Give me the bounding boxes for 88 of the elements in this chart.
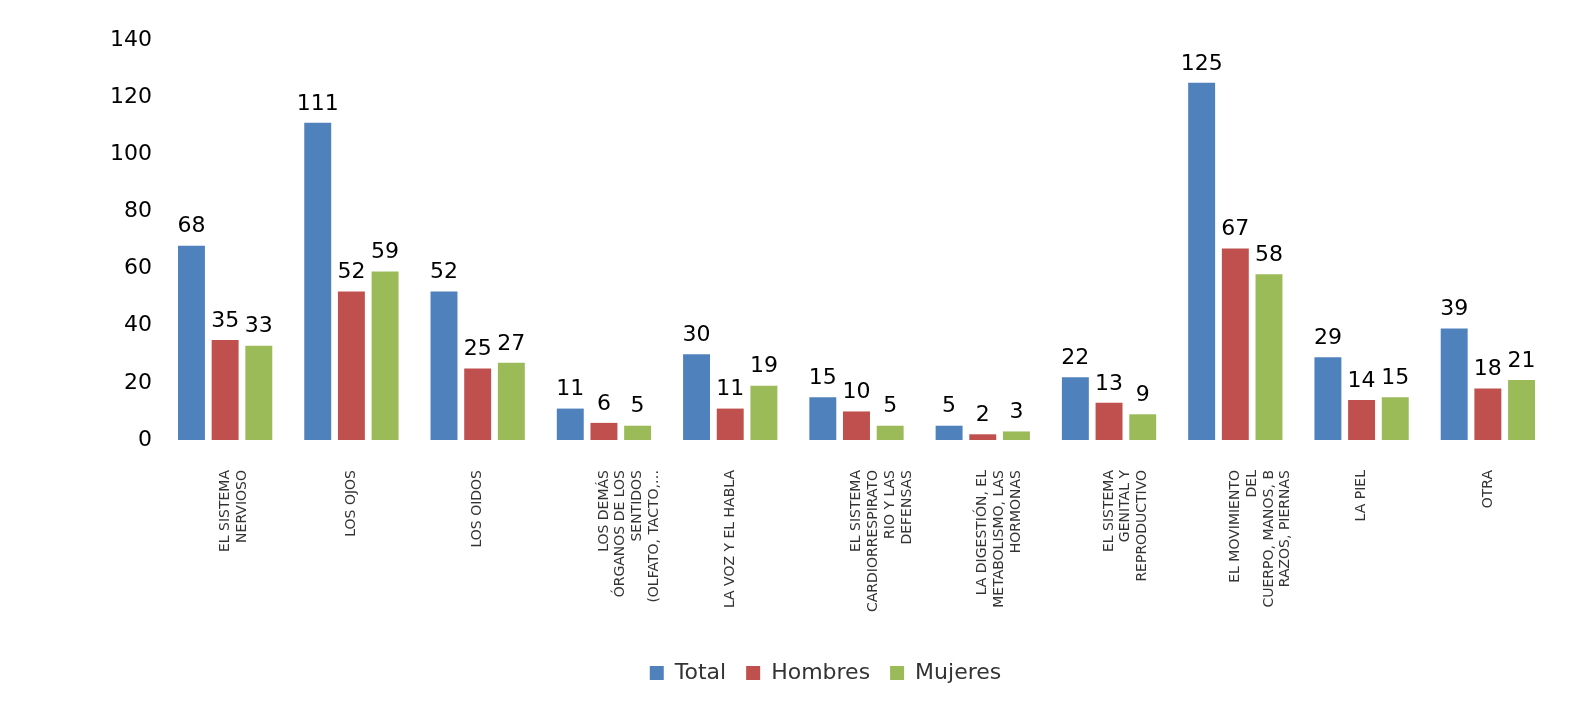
bar [1221, 248, 1249, 441]
y-tick-label: 120 [109, 82, 152, 108]
data-label: 5 [942, 392, 957, 418]
bar [1061, 377, 1089, 441]
legend-label: Total [673, 658, 727, 684]
data-label: 15 [808, 363, 837, 389]
y-tick-label: 100 [109, 140, 152, 166]
bar [969, 434, 997, 441]
y-tick-label: 40 [123, 311, 152, 337]
data-label: 19 [749, 352, 778, 378]
bar [1381, 397, 1409, 441]
data-label: 21 [1507, 346, 1536, 372]
bar [590, 422, 618, 441]
bar [1348, 400, 1376, 441]
data-label: 11 [556, 375, 585, 401]
bar [843, 411, 870, 441]
bar [1188, 82, 1216, 441]
data-label: 14 [1347, 366, 1376, 392]
data-label: 5 [883, 392, 898, 418]
bar [876, 425, 904, 441]
y-tick-label: 80 [123, 197, 152, 223]
data-label: 39 [1440, 295, 1469, 321]
bar [1002, 431, 1030, 441]
bar [1508, 380, 1536, 441]
data-label: 59 [371, 238, 400, 264]
legend-label: Mujeres [915, 658, 1002, 684]
data-label: 22 [1061, 343, 1090, 369]
bar [497, 362, 525, 441]
data-label: 67 [1221, 215, 1250, 241]
data-label: 52 [430, 258, 458, 284]
data-label: 2 [975, 401, 990, 427]
data-label: 30 [682, 321, 711, 347]
bar [371, 271, 399, 441]
bar [430, 291, 458, 441]
y-tick-label: 0 [137, 425, 152, 451]
data-label: 68 [177, 212, 206, 238]
data-label: 58 [1254, 241, 1283, 267]
bar [177, 245, 205, 441]
x-tick-label: EL SISTEMA CARDIORRESPIRATO RIO Y LAS DEFENSAS [847, 469, 914, 613]
bar [935, 425, 963, 441]
bar [1129, 414, 1157, 441]
x-tick-label: LOS OIDOS [468, 469, 485, 548]
bar [245, 345, 273, 441]
bar [337, 291, 365, 441]
x-tick-label: LA VOZ Y EL HABLA [720, 469, 737, 609]
bar [683, 354, 711, 441]
data-label: 18 [1473, 355, 1502, 381]
data-label: 35 [211, 306, 240, 332]
bar [464, 368, 492, 441]
y-tick-label: 60 [123, 254, 152, 280]
data-label: 13 [1095, 369, 1124, 395]
legend-label: Hombres [771, 658, 871, 684]
data-label: 25 [463, 335, 492, 361]
data-label: 6 [596, 389, 611, 415]
x-tick-label: EL SISTEMA GENITAL Y REPRODUCTIVO [1099, 469, 1150, 582]
data-label: 27 [497, 329, 526, 355]
bar [1255, 274, 1283, 441]
x-tick-label: OTRA [1478, 469, 1495, 509]
data-label: 29 [1313, 323, 1342, 349]
bar [556, 408, 584, 441]
bar [624, 425, 652, 441]
data-label: 10 [842, 378, 871, 404]
data-label: 33 [244, 312, 273, 338]
bar [1095, 402, 1123, 441]
data-label: 125 [1180, 49, 1223, 75]
x-tick-label: LA DIGESTIÓN, EL METABOLISMO, LAS HORMONAS [972, 469, 1024, 608]
x-tick-label: EL MOVIMIENTO DEL CUERPO, MANOS, B RAZOS, PIERNAS [1225, 469, 1293, 608]
bar [750, 385, 778, 441]
bar [304, 122, 332, 441]
y-tick-label: 20 [123, 368, 152, 394]
bar [1440, 328, 1468, 441]
bar [211, 340, 239, 441]
bar [1474, 388, 1502, 441]
data-label: 5 [630, 392, 645, 418]
data-label: 15 [1381, 363, 1410, 389]
x-tick-label: LOS DEMÁS ÓRGANOS DE LOS SENTIDOS (OLFATO, TACTO,… [594, 469, 661, 603]
data-label: 3 [1009, 398, 1024, 424]
x-tick-label: EL SISTEMA NERVIOSO [215, 469, 249, 553]
data-label: 11 [716, 375, 745, 401]
data-label: 111 [296, 89, 339, 115]
data-label: 52 [337, 258, 366, 284]
y-tick-label: 140 [109, 25, 152, 51]
x-tick-label: LA PIEL [1352, 469, 1369, 522]
bar [809, 397, 837, 441]
data-label: 9 [1135, 381, 1150, 407]
bar [716, 408, 744, 441]
x-tick-label: LOS OJOS [342, 469, 359, 537]
bar [1314, 357, 1342, 441]
